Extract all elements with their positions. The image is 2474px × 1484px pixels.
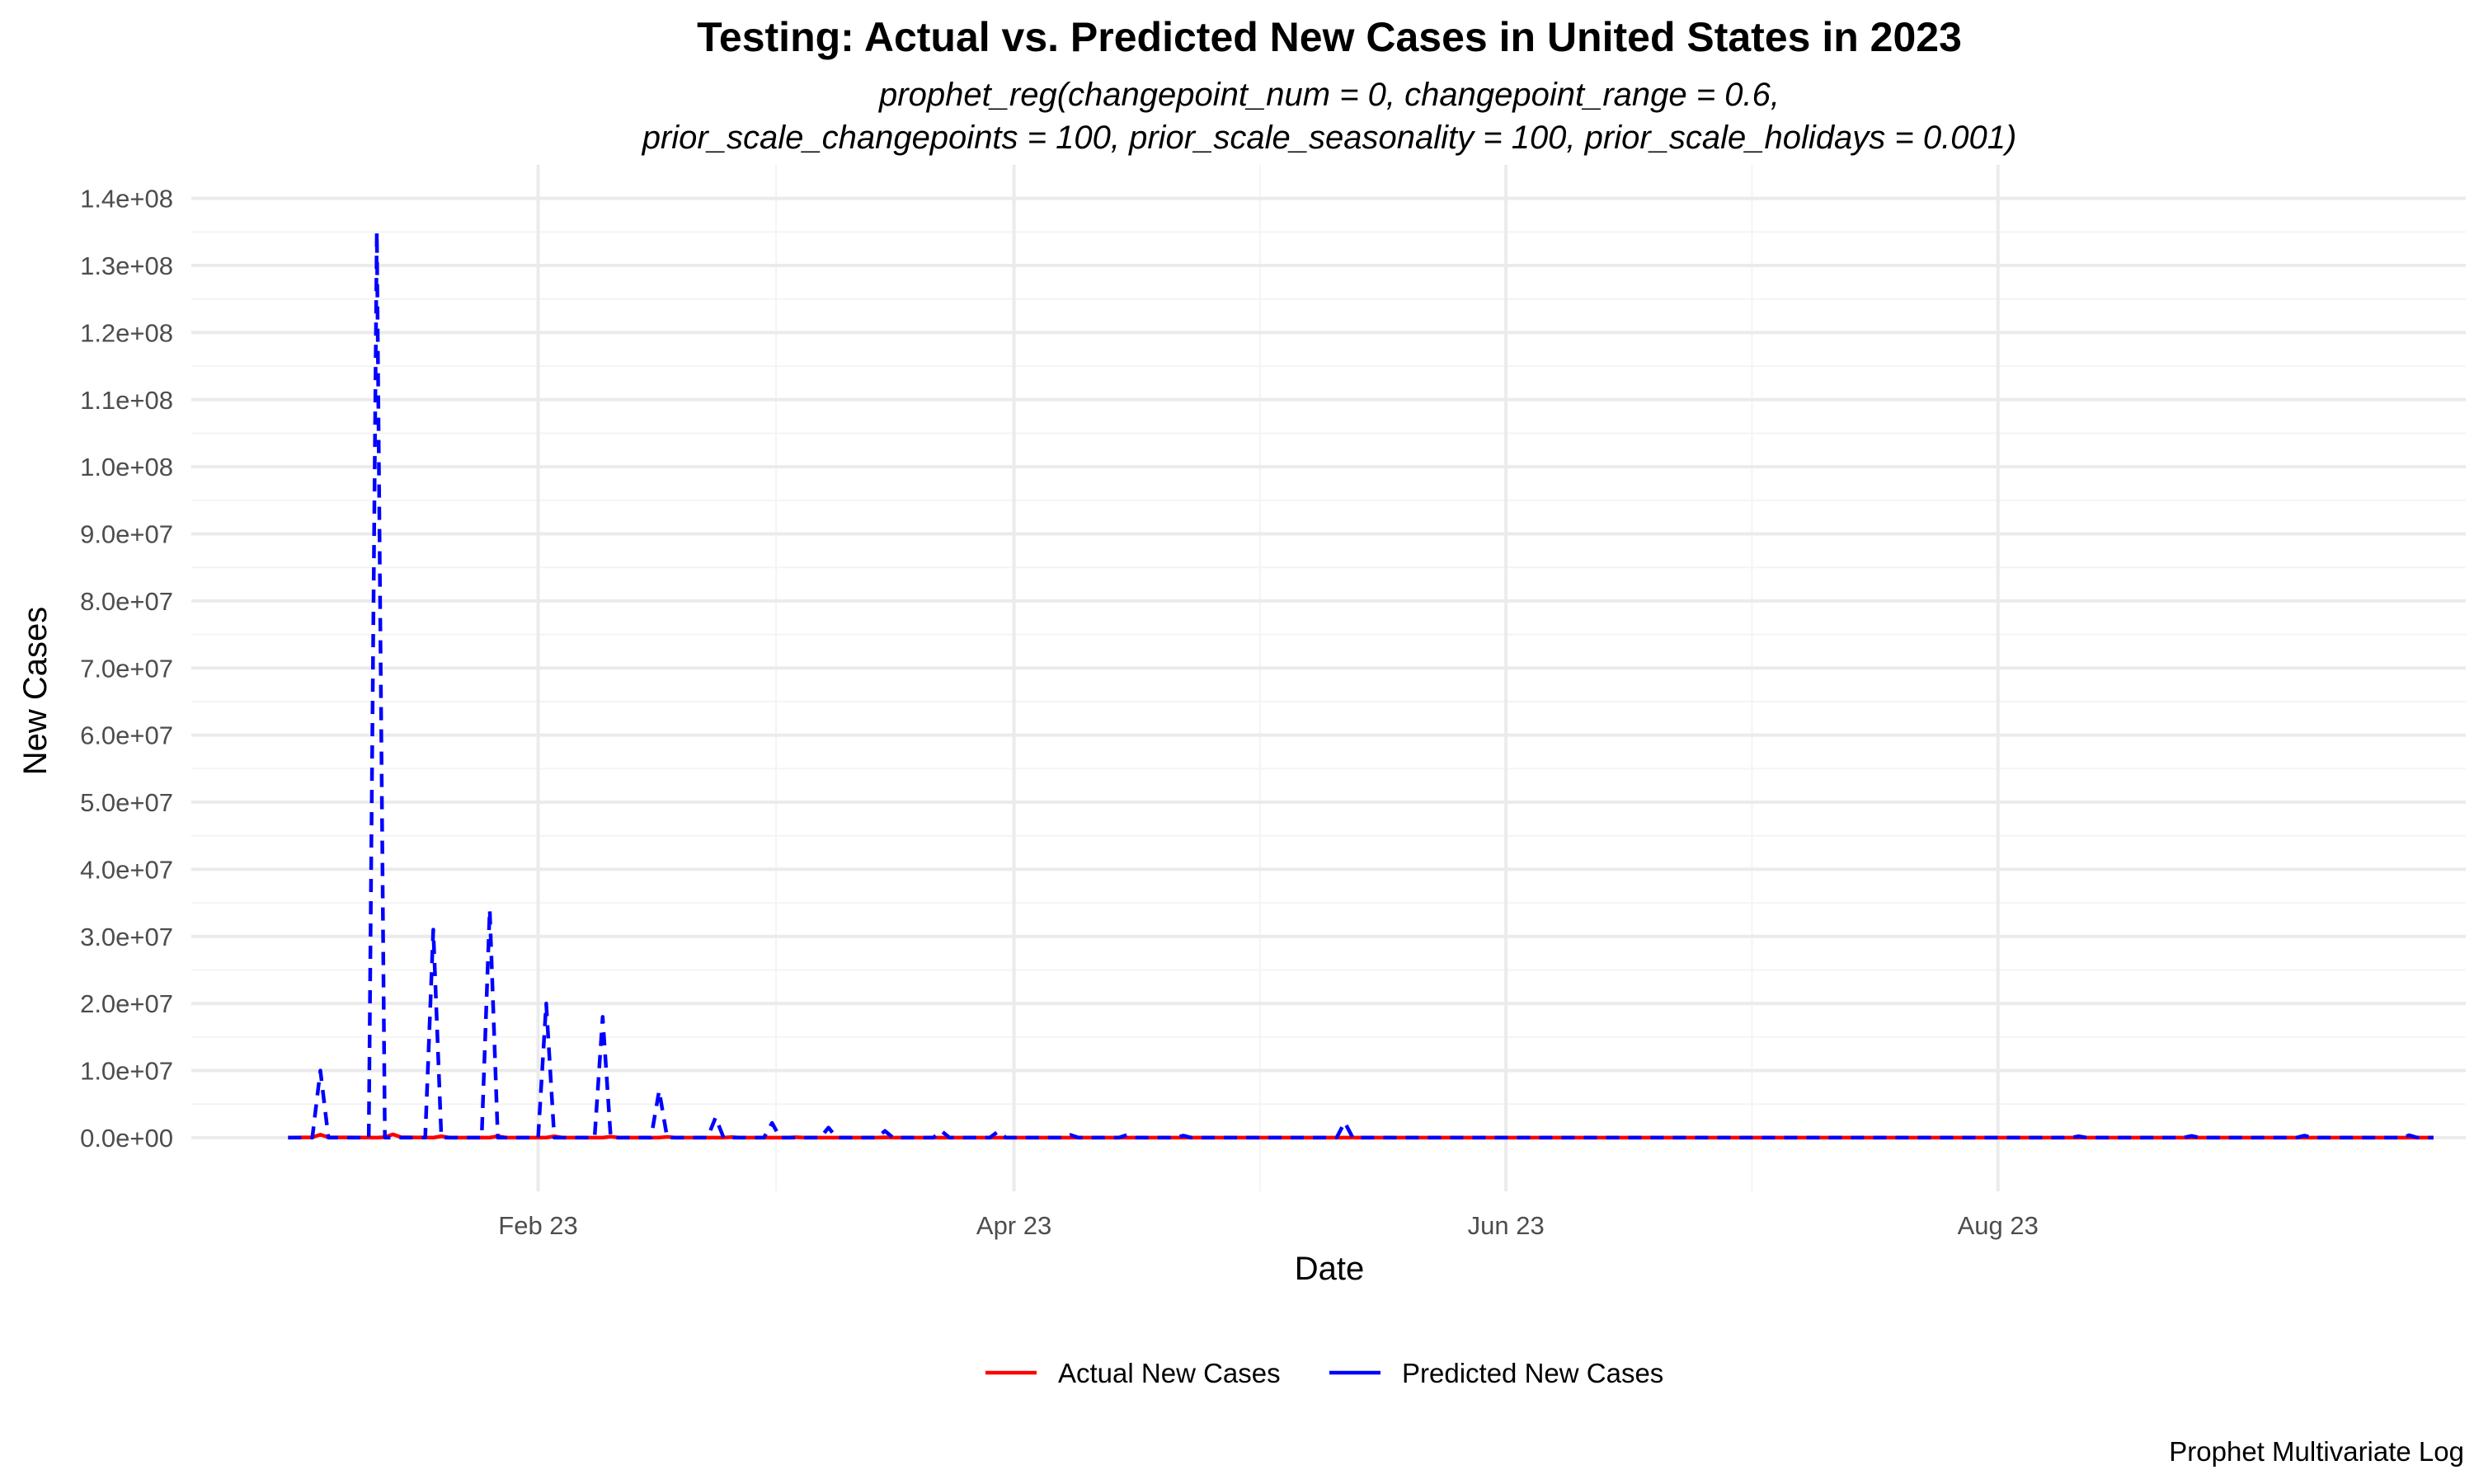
chart-subtitle-line-2: prior_scale_changepoints = 100, prior_sc… [642,120,2017,156]
grid [191,165,2466,1191]
y-tick-label: 1.0e+08 [80,453,173,481]
y-tick-label: 4.0e+07 [80,855,173,884]
y-tick-label: 5.0e+07 [80,788,173,817]
y-tick-label: 1.1e+08 [80,386,173,415]
chart-caption: Prophet Multivariate Log [2169,1436,2464,1467]
x-tick-label: Apr 23 [976,1211,1051,1240]
x-tick-label: Jun 23 [1468,1211,1545,1240]
y-tick-label: 1.0e+07 [80,1057,173,1086]
y-tick-label: 2.0e+07 [80,989,173,1018]
series-line-predicted-new-cases [288,230,2434,1140]
y-axis-title: New Cases [17,607,54,776]
series-lines [288,230,2434,1140]
y-tick-label: 9.0e+07 [80,520,173,549]
y-tick-label: 0.0e+00 [80,1124,173,1153]
y-tick-label: 7.0e+07 [80,654,173,683]
chart-title: Testing: Actual vs. Predicted New Cases … [697,14,1962,60]
legend-label: Actual New Cases [1058,1358,1281,1388]
y-tick-label: 8.0e+07 [80,587,173,616]
chart-subtitle-line-1: prophet_reg(changepoint_num = 0, changep… [878,77,1780,113]
x-axis-ticks: Feb 23 Apr 23 Jun 23 Aug 23 [498,1211,2039,1240]
y-tick-label: 1.3e+08 [80,251,173,280]
y-axis-ticks: 0.0e+00 1.0e+07 2.0e+07 3.0e+07 4.0e+07 5.0e+… [80,185,173,1153]
y-tick-label: 1.4e+08 [80,185,173,214]
y-tick-label: 3.0e+07 [80,923,173,951]
x-tick-label: Aug 23 [1958,1211,2039,1240]
y-tick-label: 1.2e+08 [80,318,173,347]
series-line-actual-new-cases [288,1132,2434,1140]
legend-label: Predicted New Cases [1402,1358,1663,1388]
y-tick-label: 6.0e+07 [80,721,173,750]
x-tick-label: Feb 23 [498,1211,578,1240]
legend: Actual New Cases Predicted New Cases [985,1358,1663,1388]
x-axis-title: Date [1295,1251,1365,1287]
